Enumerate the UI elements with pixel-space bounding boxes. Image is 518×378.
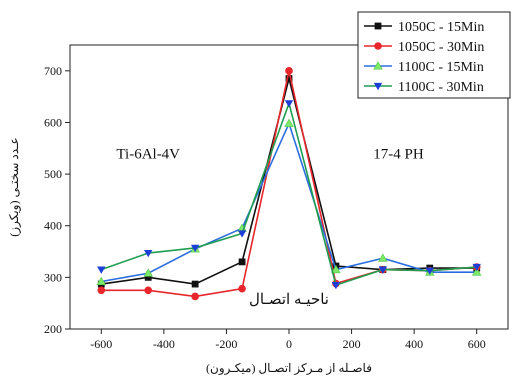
legend-swatch-marker bbox=[374, 22, 382, 30]
series-line bbox=[101, 78, 477, 285]
y-tick-label: 500 bbox=[44, 167, 62, 181]
x-tick-label: 600 bbox=[468, 337, 486, 351]
y-tick-label: 400 bbox=[44, 219, 62, 233]
data-point bbox=[285, 67, 293, 75]
region-annotation: Ti-6Al-4V bbox=[116, 147, 180, 163]
data-point bbox=[284, 118, 294, 127]
y-axis-title: عـدد سختـی (ویکرز) bbox=[7, 137, 21, 236]
x-tick-label: 0 bbox=[286, 337, 292, 351]
series-line bbox=[101, 100, 477, 287]
data-point bbox=[284, 100, 294, 108]
x-axis-title: فاصـله از مـرکز اتصـال (میکـرون) bbox=[206, 361, 372, 375]
legend-label: 1100C - 30Min bbox=[398, 80, 484, 95]
data-point bbox=[238, 284, 246, 293]
data-point bbox=[378, 266, 388, 274]
data-point bbox=[143, 268, 153, 277]
data-point bbox=[471, 267, 482, 276]
data-point bbox=[331, 264, 341, 274]
data-point bbox=[190, 244, 200, 253]
data-point bbox=[97, 266, 106, 274]
legend-label: 1050C - 15Min bbox=[398, 20, 484, 35]
data-point bbox=[191, 280, 199, 288]
x-tick-label: 200 bbox=[343, 337, 361, 351]
x-tick-label: 400 bbox=[405, 337, 423, 351]
x-tick-label: -600 bbox=[90, 337, 112, 351]
data-point bbox=[96, 276, 107, 285]
x-tick-label: -200 bbox=[215, 337, 237, 351]
y-tick-label: 600 bbox=[44, 115, 62, 129]
legend-swatch-marker bbox=[374, 42, 382, 50]
data-point bbox=[144, 286, 153, 295]
data-point bbox=[191, 292, 199, 301]
legend-label: 1100C - 15Min bbox=[398, 60, 484, 75]
data-point bbox=[97, 286, 106, 295]
region-annotation: ناحیـه اتصـال bbox=[249, 292, 329, 308]
y-tick-label: 200 bbox=[44, 322, 62, 336]
data-point bbox=[238, 258, 246, 266]
legend-swatch-marker bbox=[373, 82, 383, 91]
legend-label: 1050C - 30Min bbox=[398, 40, 484, 55]
y-tick-label: 700 bbox=[44, 64, 62, 78]
data-point bbox=[285, 75, 293, 82]
data-point bbox=[144, 273, 152, 281]
data-point bbox=[144, 249, 153, 258]
data-point bbox=[378, 253, 388, 262]
x-tick-label: -400 bbox=[153, 337, 175, 351]
data-point bbox=[237, 230, 247, 238]
series-3 bbox=[97, 100, 481, 290]
data-point bbox=[331, 281, 341, 290]
legend: 1050C - 15Min 1050C - 30Min 1100C - 15Min 1… bbox=[357, 11, 511, 99]
y-tick-label: 300 bbox=[44, 270, 62, 284]
legend-swatch-marker bbox=[373, 61, 383, 70]
region-annotation: 17-4 PH bbox=[373, 147, 424, 163]
data-point bbox=[472, 263, 481, 272]
data-point bbox=[425, 267, 434, 275]
series-2 bbox=[96, 118, 482, 285]
